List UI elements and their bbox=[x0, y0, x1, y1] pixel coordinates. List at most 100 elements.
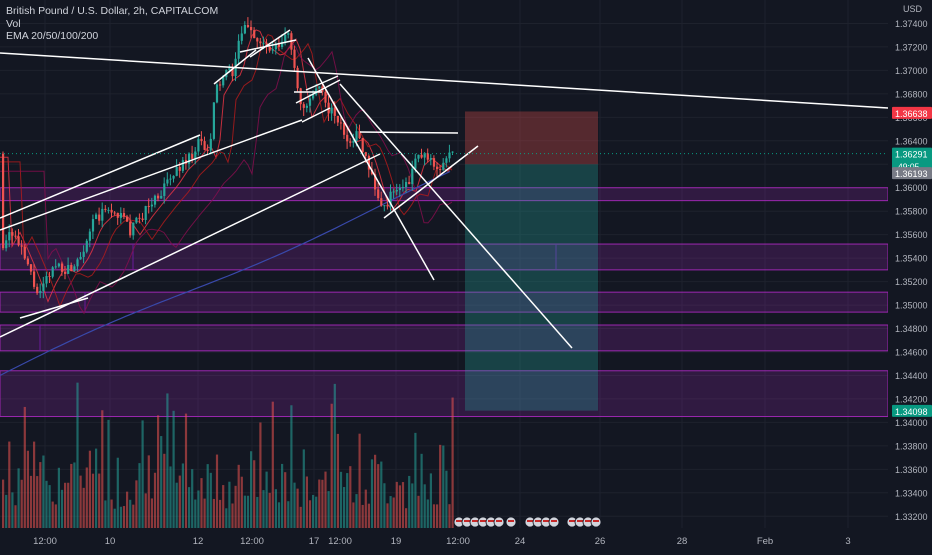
volume-bar bbox=[153, 472, 157, 528]
candle-body bbox=[57, 263, 60, 267]
trendline bbox=[19, 297, 89, 319]
supply-demand-zone bbox=[0, 187, 889, 202]
candle-body bbox=[268, 46, 271, 51]
price-axis-tick: 1.34200 bbox=[895, 394, 928, 404]
price-axis-tick: 1.37200 bbox=[895, 42, 928, 52]
volume-bar bbox=[39, 462, 42, 528]
flag-stripe-icon bbox=[508, 520, 514, 522]
trendline bbox=[0, 134, 201, 219]
volume-bar bbox=[45, 480, 48, 528]
time-axis-tick: 24 bbox=[515, 536, 526, 547]
price-axis-tick: 1.33800 bbox=[895, 441, 928, 451]
supply-demand-zone bbox=[0, 291, 889, 313]
candle-body bbox=[200, 138, 203, 142]
volume-bar bbox=[225, 508, 228, 528]
volume-bar bbox=[14, 505, 17, 528]
price-label-value: 1.36291 bbox=[895, 150, 928, 160]
candle-body bbox=[166, 179, 169, 184]
candle-body bbox=[138, 217, 141, 219]
volume-bar bbox=[364, 489, 367, 528]
volume-bar bbox=[361, 504, 364, 528]
volume-bar bbox=[160, 436, 163, 528]
volume-bar bbox=[271, 401, 274, 528]
candle-body bbox=[445, 158, 448, 163]
price-axis-tick: 1.37000 bbox=[895, 66, 928, 76]
price-label-value: 1.34098 bbox=[895, 407, 928, 417]
ema-20-line bbox=[0, 29, 453, 303]
flag-stripe-icon bbox=[569, 520, 575, 522]
candle-body bbox=[132, 222, 135, 236]
candle-body bbox=[29, 264, 33, 272]
candle-body bbox=[420, 154, 423, 158]
candle-body bbox=[116, 212, 119, 218]
candle-body bbox=[2, 153, 5, 249]
candle-body bbox=[318, 86, 321, 89]
volume-bar bbox=[392, 497, 395, 528]
volume-bar bbox=[339, 471, 343, 528]
candle-body bbox=[73, 266, 76, 272]
symbol-title[interactable]: British Pound / U.S. Dollar, 2h, CAPITAL… bbox=[6, 5, 219, 17]
chart-legend: British Pound / U.S. Dollar, 2h, CAPITAL… bbox=[6, 5, 218, 43]
volume-bar bbox=[88, 450, 91, 528]
volume-bar bbox=[91, 473, 95, 528]
candle-body bbox=[76, 259, 79, 267]
price-axis-tick: 1.36400 bbox=[895, 136, 928, 146]
candle-body bbox=[147, 205, 150, 207]
price-label-value: 1.36193 bbox=[895, 169, 928, 179]
price-axis-tick: 1.35800 bbox=[895, 207, 928, 217]
candle-body bbox=[343, 122, 346, 135]
time-axis-tick: 10 bbox=[105, 536, 116, 547]
volume-bar bbox=[73, 462, 76, 528]
candle-body bbox=[42, 283, 45, 291]
volume-bar bbox=[110, 499, 113, 528]
candle-body bbox=[426, 153, 429, 160]
candle-body bbox=[262, 42, 265, 44]
candle-body bbox=[339, 122, 343, 124]
trendline bbox=[383, 145, 479, 219]
volume-bar bbox=[157, 415, 160, 528]
volume-bar bbox=[203, 498, 206, 528]
candle-body bbox=[392, 191, 395, 193]
flag-stripe-icon bbox=[472, 520, 478, 522]
volume-bar bbox=[287, 501, 290, 528]
candle-body bbox=[194, 151, 197, 159]
price-axis-tick: 1.36800 bbox=[895, 89, 928, 99]
time-axis-tick: Feb bbox=[757, 536, 773, 547]
trendline bbox=[249, 29, 291, 58]
volume-bar bbox=[274, 489, 277, 528]
candle-body bbox=[374, 174, 377, 190]
candle-body bbox=[414, 158, 417, 169]
candle-body bbox=[23, 246, 26, 259]
volume-indicator-label[interactable]: Vol bbox=[6, 17, 21, 30]
time-axis-panel bbox=[0, 530, 932, 550]
candle-body bbox=[302, 104, 305, 108]
candle-body bbox=[26, 258, 29, 265]
candle-body bbox=[401, 187, 405, 189]
candle-body bbox=[231, 67, 234, 77]
volume-bar bbox=[414, 432, 417, 528]
volume-bar bbox=[237, 464, 240, 528]
take-profit-area bbox=[465, 164, 598, 411]
flag-stripe-icon bbox=[593, 520, 599, 522]
volume-bar bbox=[107, 419, 110, 528]
candle-body bbox=[119, 213, 122, 218]
candle-body bbox=[246, 25, 250, 28]
time-axis-tick: 12:00 bbox=[240, 536, 264, 547]
volume-bar bbox=[439, 444, 442, 528]
flag-stripe-icon bbox=[535, 520, 541, 522]
candle-body bbox=[122, 213, 126, 217]
volume-bar bbox=[135, 480, 138, 528]
price-axis-tick: 1.36000 bbox=[895, 183, 928, 193]
ema-100-line bbox=[0, 41, 453, 315]
flag-stripe-icon bbox=[527, 520, 533, 522]
candle-body bbox=[293, 49, 296, 68]
ema-indicator-label[interactable]: EMA 20/50/100/200 bbox=[6, 30, 99, 42]
candle-body bbox=[451, 151, 454, 153]
volume-bar bbox=[284, 472, 287, 528]
candle-body bbox=[284, 34, 287, 42]
trendline bbox=[0, 153, 381, 338]
volume-bar bbox=[429, 473, 432, 528]
price-axis-tick: 1.34600 bbox=[895, 348, 928, 358]
